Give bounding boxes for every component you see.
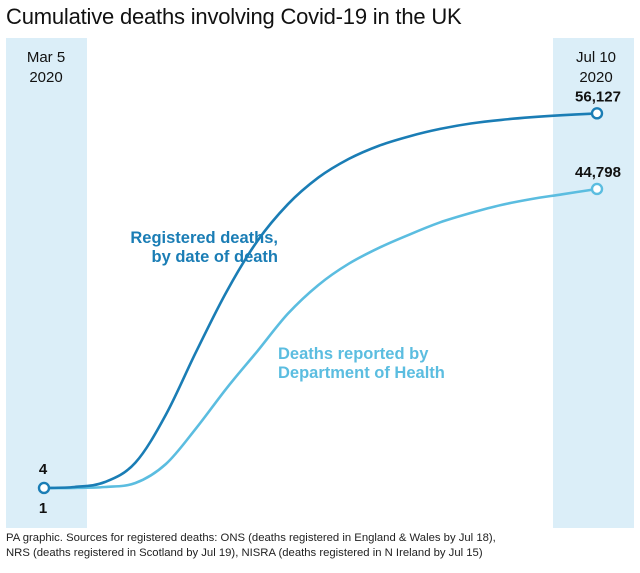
end-date-band (553, 38, 634, 528)
series-line-1 (42, 187, 599, 490)
series-name-label: Department of Health (278, 364, 445, 382)
source-line: NRS (deaths registered in Scotland by Ju… (6, 547, 483, 559)
source-note: PA graphic. Sources for registered death… (6, 531, 634, 561)
series-name-label: Registered deaths, (130, 229, 278, 247)
series-end-marker-0 (590, 107, 604, 120)
x-start-label-line2: 2020 (29, 69, 62, 86)
series-name-label: Deaths reported by (278, 345, 429, 363)
series-end-label-0: 56,127 (575, 88, 621, 105)
series-name-label: by date of death (151, 248, 278, 266)
chart-title: Cumulative deaths involving Covid-19 in … (6, 4, 462, 29)
x-end-label-line2: 2020 (579, 69, 612, 86)
series-start-marker (37, 481, 51, 495)
x-start-label-line1: Mar 5 (27, 49, 65, 66)
x-end-label-line1: Jul 10 (576, 49, 616, 66)
series-line-0 (42, 112, 599, 490)
start-date-band (6, 38, 87, 528)
series-end-marker-1 (590, 182, 604, 196)
chart: Mar 5 2020 Jul 10 2020 56,127 Registered … (6, 38, 634, 528)
series-start-label-0: 4 (39, 461, 48, 478)
source-line: PA graphic. Sources for registered death… (6, 532, 496, 544)
series-start-label-1: 1 (39, 500, 47, 517)
series-end-label-1: 44,798 (575, 164, 621, 181)
